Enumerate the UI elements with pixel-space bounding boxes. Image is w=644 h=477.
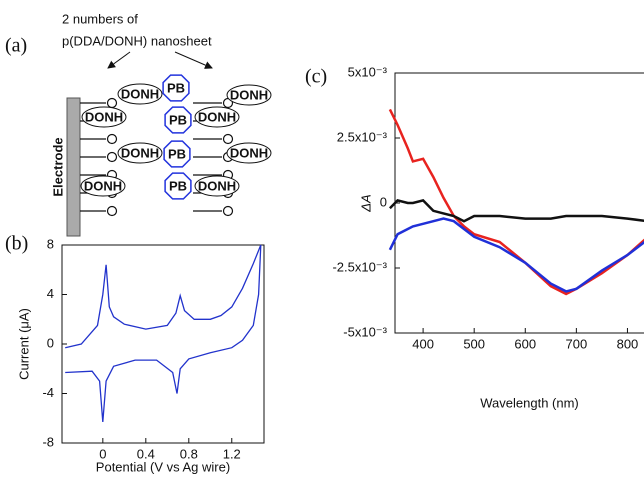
donh-ellipse <box>194 106 240 128</box>
electrode <box>66 97 81 237</box>
donh-ellipse <box>226 84 272 106</box>
y-tick-label: 5x10⁻³ <box>348 64 388 79</box>
plot-frame <box>61 244 265 444</box>
pb-octagon <box>164 106 192 134</box>
y-tick-label: 0 <box>380 194 387 209</box>
donh-label: DONH <box>198 109 236 124</box>
caption: p(DDA/DONH) nanosheet <box>62 33 212 48</box>
x-tick-label: 500 <box>463 336 485 351</box>
donh-ellipse <box>80 175 126 197</box>
lipid-head <box>106 151 118 163</box>
electrode-label: Electrode <box>50 137 65 196</box>
y-tick-label: 0 <box>47 335 54 350</box>
x-tick-label: 800 <box>617 336 639 351</box>
donh-ellipse <box>194 175 240 197</box>
pb-label: PB <box>168 146 186 161</box>
y-tick-label: -2.5x10⁻³ <box>332 259 387 274</box>
donh-ellipse <box>117 142 163 164</box>
donh-label: DONH <box>85 109 123 124</box>
lipid-head <box>106 97 118 109</box>
arrow <box>107 51 131 69</box>
y-axis-label: ΔA <box>358 194 373 212</box>
donh-label: DONH <box>198 178 236 193</box>
pb-octagon <box>164 172 192 200</box>
caption: 2 numbers of <box>62 11 138 26</box>
y-tick-label: -5x10⁻³ <box>343 324 387 339</box>
pb-octagon <box>162 74 190 102</box>
donh-label: DONH <box>84 178 122 193</box>
x-tick-label: 400 <box>412 336 434 351</box>
panel-label: (b) <box>5 233 28 255</box>
donh-label: DONH <box>230 87 268 102</box>
plot-frame <box>394 72 644 334</box>
pb-label: PB <box>169 178 187 193</box>
donh-label: DONH <box>121 145 159 160</box>
y-tick-label: -4 <box>42 385 54 400</box>
lipid-head <box>106 205 118 217</box>
y-tick-label: -8 <box>42 434 54 449</box>
y-tick-label: 4 <box>47 286 54 301</box>
lipid-head <box>222 205 234 217</box>
data-line <box>388 108 644 296</box>
data-line <box>389 199 644 223</box>
x-tick-label: 0 <box>99 446 106 461</box>
diagram: 2 numbers of p(DDA/DONH) nanosheet Elect… <box>50 11 272 237</box>
x-tick-label: 600 <box>514 336 536 351</box>
donh-ellipse <box>81 106 127 128</box>
chart: 0 0.4 0.8 1.2 -8 -4 0 4 8 Potential (V vs Ag wire… <box>16 236 265 474</box>
x-axis-label: Wavelength (nm) <box>480 395 579 410</box>
x-tick-label: 0.8 <box>180 446 198 461</box>
donh-ellipse <box>117 83 163 105</box>
x-tick-label: 700 <box>566 336 588 351</box>
y-axis-label: Current (μA) <box>16 308 31 380</box>
panel-label: (c) <box>305 66 327 88</box>
donh-label: DONH <box>121 86 159 101</box>
data-line <box>388 217 644 293</box>
pb-octagon <box>163 140 191 168</box>
lipid-head <box>106 133 118 145</box>
donh-ellipse <box>226 142 272 164</box>
x-tick-label: 0.4 <box>137 446 155 461</box>
data-line <box>65 244 262 423</box>
arrow <box>174 51 213 69</box>
y-tick-label: 2.5x10⁻³ <box>337 129 388 144</box>
panel-label: (a) <box>5 35 27 57</box>
donh-label: DONH <box>230 145 268 160</box>
pb-label: PB <box>169 112 187 127</box>
x-tick-label: 1.2 <box>223 446 241 461</box>
lipid-head <box>222 133 234 145</box>
x-axis-label: Potential (V vs Ag wire) <box>96 459 230 474</box>
y-tick-label: 8 <box>47 236 54 251</box>
chart: 400 500 600 700 800 -5x10⁻³ -2.5x10⁻³ 0 2.5x10⁻³… <box>332 64 644 410</box>
pb-label: PB <box>167 80 185 95</box>
